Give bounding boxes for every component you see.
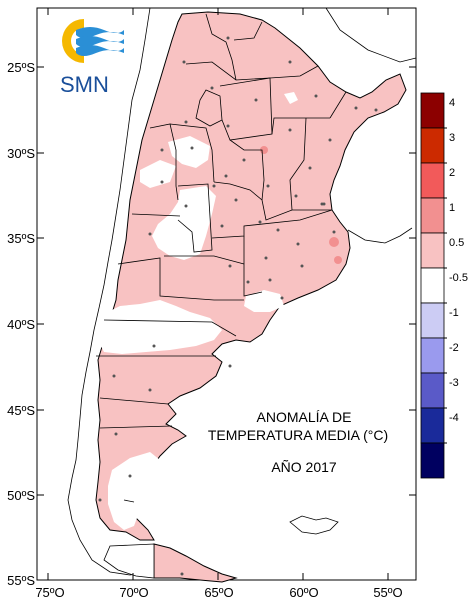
lat-label-50: 50ºS — [7, 488, 35, 503]
legend-label-7: -2 — [449, 342, 459, 354]
brazil-border — [325, 7, 417, 63]
legend-label-2: 2 — [449, 167, 455, 179]
logo-wave-3 — [76, 45, 124, 56]
uruguay-coast — [347, 227, 413, 244]
legend-swatch-7 — [420, 337, 445, 374]
legend-swatch-9 — [420, 407, 445, 444]
falkland-islands — [289, 515, 339, 535]
map-title-line1: ANOMALÍA DE — [257, 409, 352, 425]
map-title-line2: TEMPERATURA MEDIA (°C) — [208, 427, 388, 443]
lat-label-40: 40ºS — [7, 317, 35, 332]
legend-label-9: -4 — [449, 412, 459, 424]
lon-label-55: 55ºO — [373, 585, 402, 600]
legend-swatch-2 — [420, 162, 445, 199]
map-year: AÑO 2017 — [271, 459, 337, 475]
axis-ticks — [37, 8, 416, 581]
lon-label-60: 60ºO — [289, 585, 318, 600]
legend-label-3: 1 — [449, 202, 455, 214]
legend-label-8: -3 — [449, 377, 459, 389]
legend-swatch-4 — [420, 232, 445, 269]
legend-label-4: 0.5 — [449, 237, 464, 249]
lat-label-25: 25ºS — [7, 60, 35, 75]
tdf-chile-part — [103, 543, 155, 579]
lat-label-30: 30ºS — [7, 146, 35, 161]
lon-label-65: 65ºO — [204, 585, 233, 600]
smn-logo: SMN — [60, 19, 124, 97]
legend-label-0: 4 — [449, 97, 455, 109]
legend-label-1: 3 — [449, 132, 455, 144]
legend-swatch-10 — [420, 442, 445, 479]
color-legend: 4 3 2 1 0.5 -0.5 -1 -2 -3 -4 — [420, 92, 468, 479]
legend-label-5: -0.5 — [449, 272, 468, 284]
lat-label-55: 55ºS — [7, 573, 35, 588]
logo-text: SMN — [60, 72, 109, 97]
lat-label-35: 35ºS — [7, 231, 35, 246]
lat-label-45: 45ºS — [7, 403, 35, 418]
legend-swatch-1 — [420, 127, 445, 164]
lon-label-70: 70ºO — [119, 585, 148, 600]
legend-swatch-0 — [420, 92, 445, 129]
higher-anomaly-spots — [260, 146, 342, 264]
legend-label-6: -1 — [449, 307, 459, 319]
logo-wave-1 — [76, 27, 124, 38]
legend-swatch-8 — [420, 372, 445, 409]
chile-coastline — [67, 7, 151, 576]
weather-stations — [98, 36, 378, 576]
province-boundaries — [96, 13, 347, 503]
legend-swatch-6 — [420, 302, 445, 339]
neutral-anomaly-zones — [98, 92, 394, 530]
legend-swatch-3 — [420, 197, 445, 234]
lon-label-75: 75ºO — [35, 585, 64, 600]
tierra-del-fuego — [153, 543, 238, 583]
logo-wave-2 — [76, 36, 124, 47]
legend-swatch-5 — [420, 267, 445, 304]
